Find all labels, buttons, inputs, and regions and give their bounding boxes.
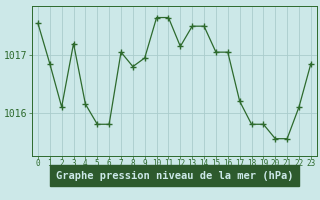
X-axis label: Graphe pression niveau de la mer (hPa): Graphe pression niveau de la mer (hPa) <box>56 171 293 181</box>
